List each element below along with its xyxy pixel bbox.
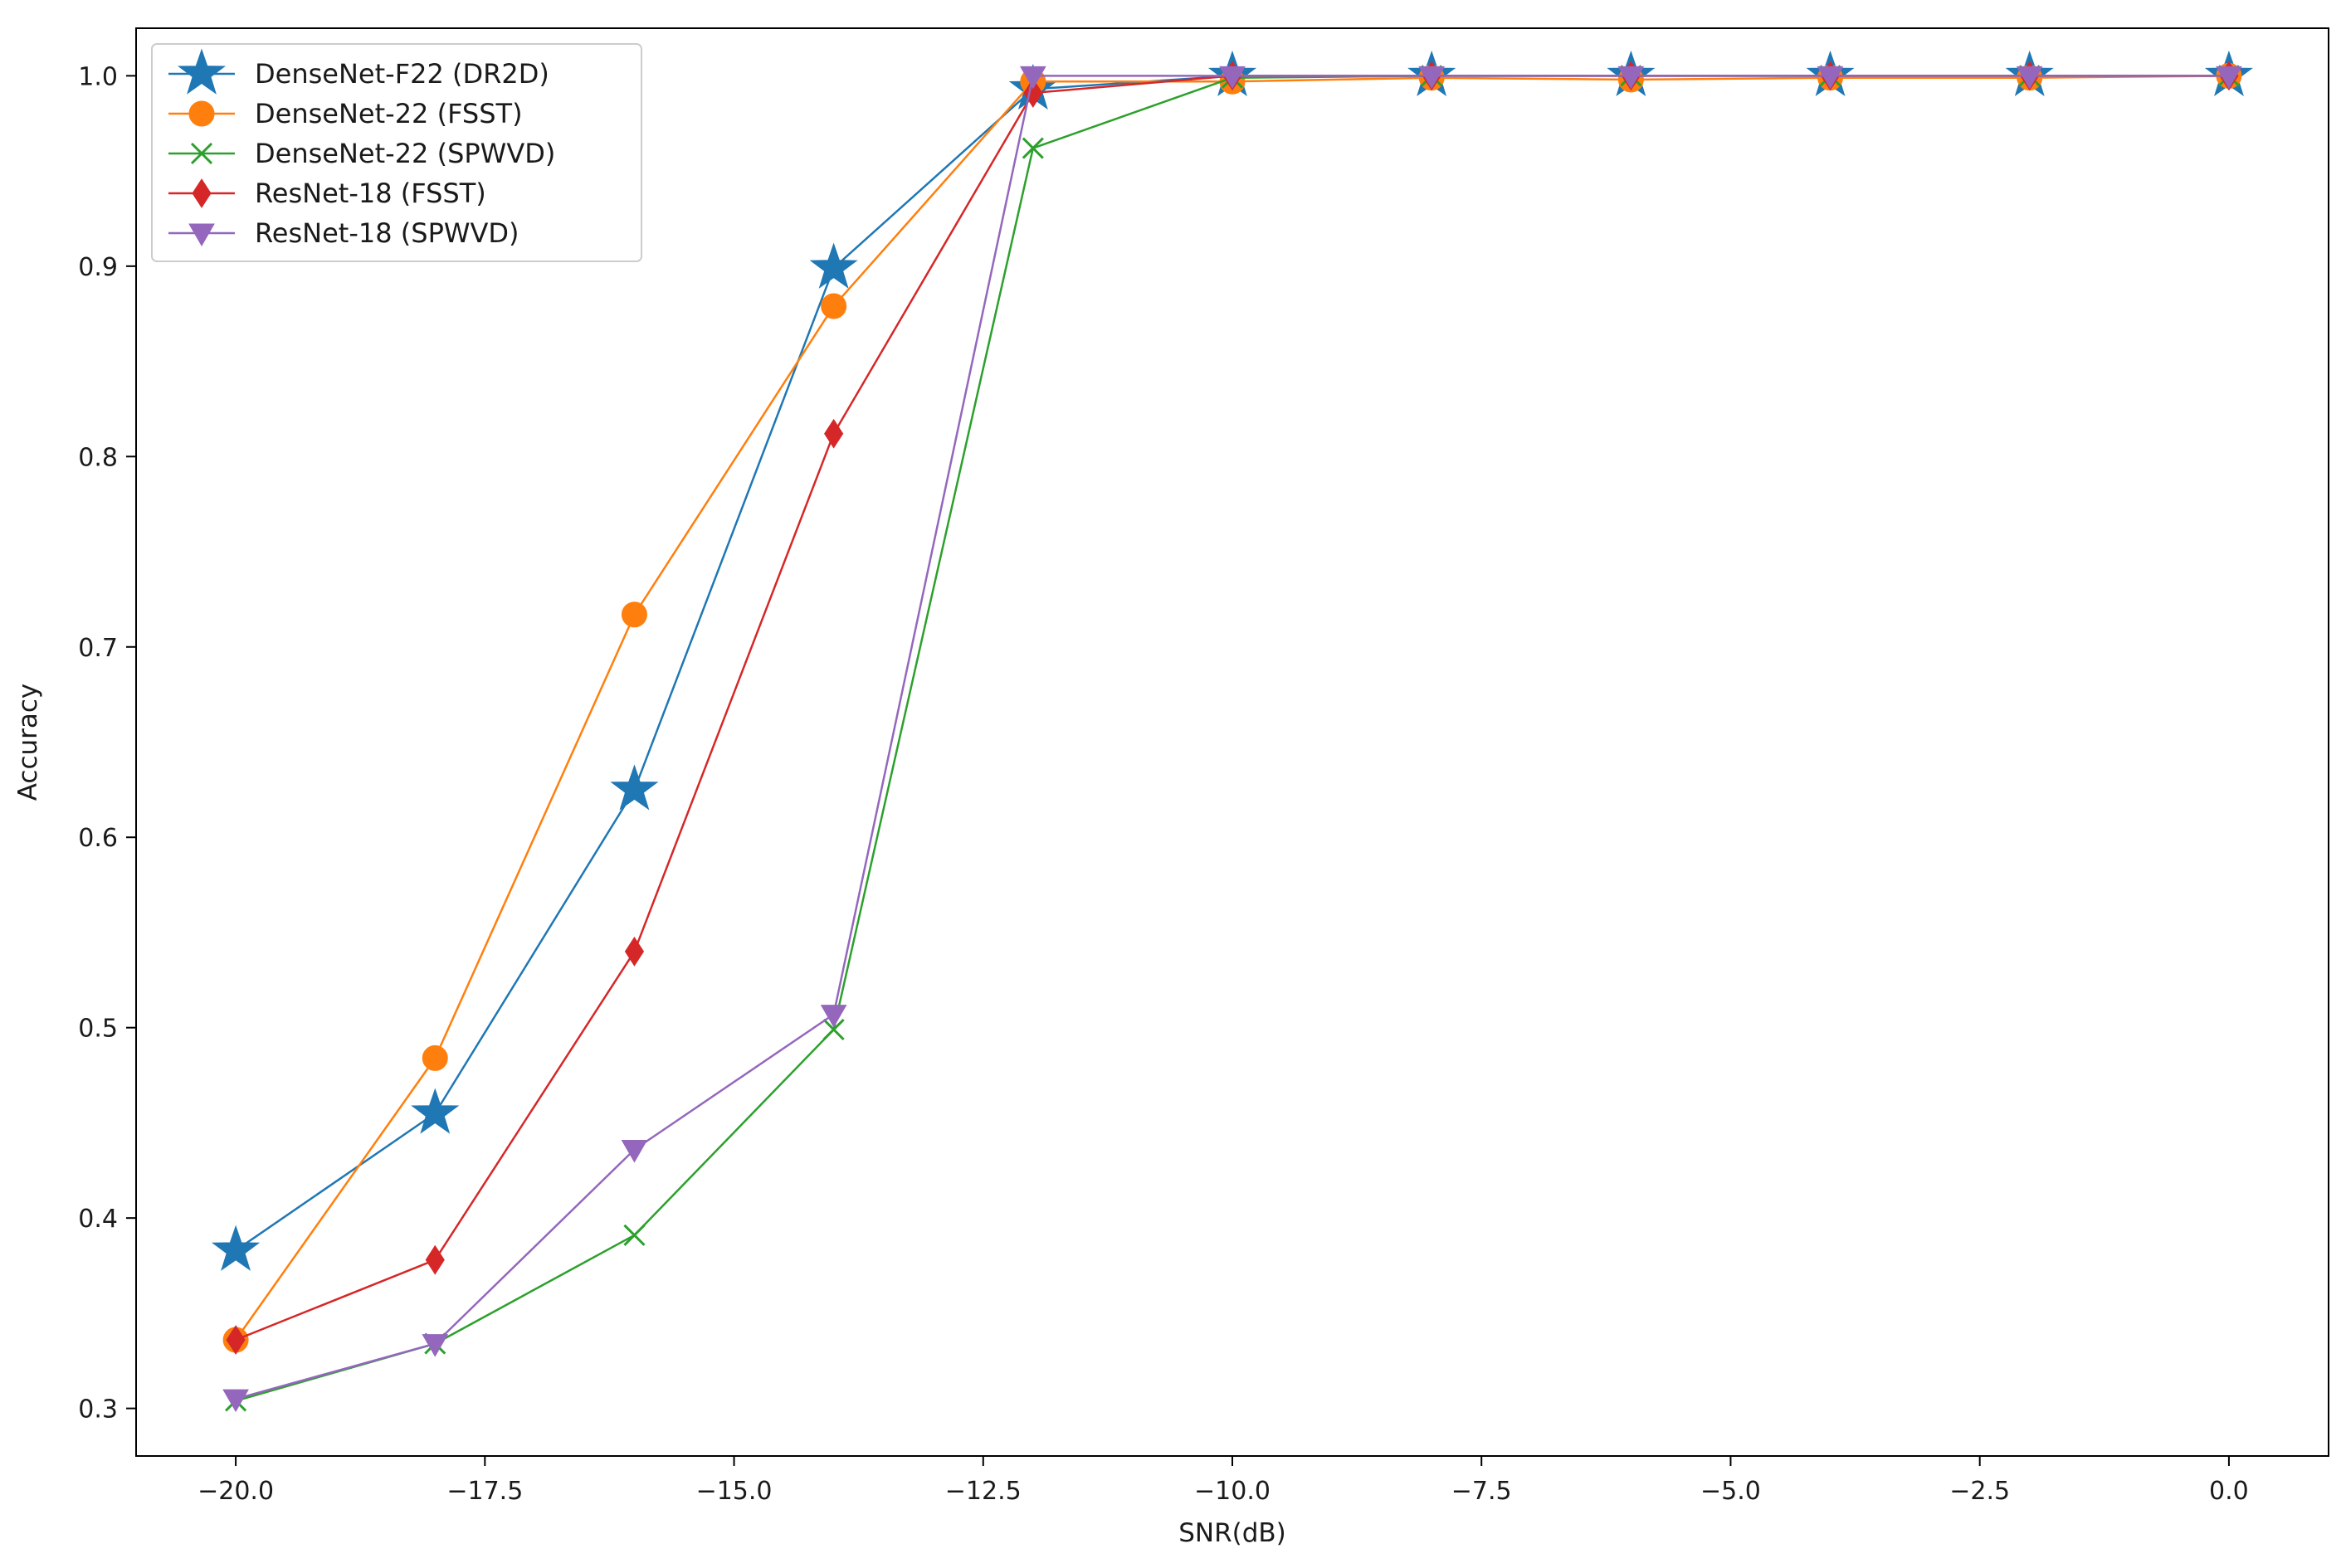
- legend-label: ResNet-18 (FSST): [255, 178, 486, 209]
- legend-entry: DenseNet-22 (SPWVD): [168, 138, 555, 169]
- legend-entry: DenseNet-F22 (DR2D): [168, 48, 549, 95]
- x-tick-label: −2.5: [1949, 1477, 2010, 1506]
- legend-label: ResNet-18 (SPWVD): [255, 217, 519, 249]
- series-line: [235, 75, 2229, 1341]
- data-point: [1817, 66, 1844, 90]
- series-layer: [212, 50, 2253, 1413]
- data-point: [610, 764, 659, 811]
- data-point: [212, 1225, 261, 1271]
- legend-label: DenseNet-22 (SPWVD): [255, 138, 555, 169]
- series-line: [235, 75, 2229, 1342]
- data-point: [820, 1005, 847, 1028]
- legend-marker: [192, 178, 212, 208]
- series-line: [235, 75, 2229, 1400]
- data-point: [411, 1088, 460, 1134]
- y-axis: 0.3 0.4 0.5 0.6 0.7 0.8 0.9 1.0: [78, 62, 136, 1424]
- data-point: [2216, 66, 2242, 90]
- x-axis: −20.0 −17.5 −15.0 −12.5 −10.0 −7.5 −5.0 −2.5 0.0: [198, 1456, 2249, 1506]
- legend-label: DenseNet-F22 (DR2D): [255, 58, 549, 90]
- data-point: [1019, 66, 1046, 90]
- x-tick-label: −15.0: [696, 1477, 773, 1506]
- data-point: [822, 1018, 845, 1041]
- legend-entry: ResNet-18 (FSST): [168, 178, 486, 209]
- legend-label: DenseNet-22 (FSST): [255, 98, 523, 129]
- data-point: [1022, 137, 1044, 159]
- x-axis-label: SNR(dB): [1178, 1518, 1286, 1548]
- x-tick-label: −20.0: [198, 1477, 274, 1506]
- y-tick-label: 0.8: [78, 443, 118, 472]
- y-tick-label: 1.0: [78, 62, 118, 91]
- x-tick-label: −17.5: [446, 1477, 523, 1506]
- data-point: [624, 936, 645, 967]
- data-point: [226, 1325, 246, 1355]
- y-axis-label: Accuracy: [13, 684, 43, 801]
- legend-entry: DenseNet-22 (FSST): [168, 98, 523, 129]
- legend: DenseNet-F22 (DR2D) DenseNet-22 (FSST) Den…: [151, 43, 642, 262]
- y-tick-label: 0.4: [78, 1205, 118, 1234]
- data-point: [2016, 66, 2043, 90]
- y-tick-label: 0.3: [78, 1395, 118, 1424]
- data-point: [422, 1334, 449, 1357]
- data-point: [824, 418, 844, 449]
- y-tick-label: 0.5: [78, 1015, 118, 1044]
- data-point: [422, 1045, 448, 1071]
- legend-marker: [177, 48, 227, 95]
- x-tick-label: −10.0: [1194, 1477, 1271, 1506]
- series-5: [222, 66, 2242, 1413]
- data-point: [222, 1389, 249, 1413]
- x-tick-label: −12.5: [945, 1477, 1022, 1506]
- data-point: [1617, 66, 1645, 90]
- y-tick-label: 0.7: [78, 634, 118, 663]
- x-tick-label: −7.5: [1451, 1477, 1512, 1506]
- data-point: [425, 1244, 445, 1275]
- data-point: [623, 1224, 646, 1246]
- data-point: [821, 293, 847, 319]
- legend-marker: [188, 100, 215, 127]
- y-tick-label: 0.6: [78, 824, 118, 853]
- series-3: [225, 65, 2240, 1412]
- data-point: [1418, 66, 1446, 90]
- x-tick-label: 0.0: [2209, 1477, 2249, 1506]
- legend-marker: [188, 223, 215, 247]
- y-tick-label: 0.9: [78, 253, 118, 282]
- data-point: [809, 242, 858, 289]
- legend-frame: [151, 43, 642, 262]
- data-point: [621, 1140, 648, 1163]
- x-tick-label: −5.0: [1700, 1477, 1761, 1506]
- data-point: [1219, 66, 1246, 90]
- series-line: [235, 75, 2229, 1402]
- legend-marker: [190, 142, 213, 165]
- legend-entry: ResNet-18 (SPWVD): [168, 217, 519, 249]
- data-point: [621, 601, 647, 628]
